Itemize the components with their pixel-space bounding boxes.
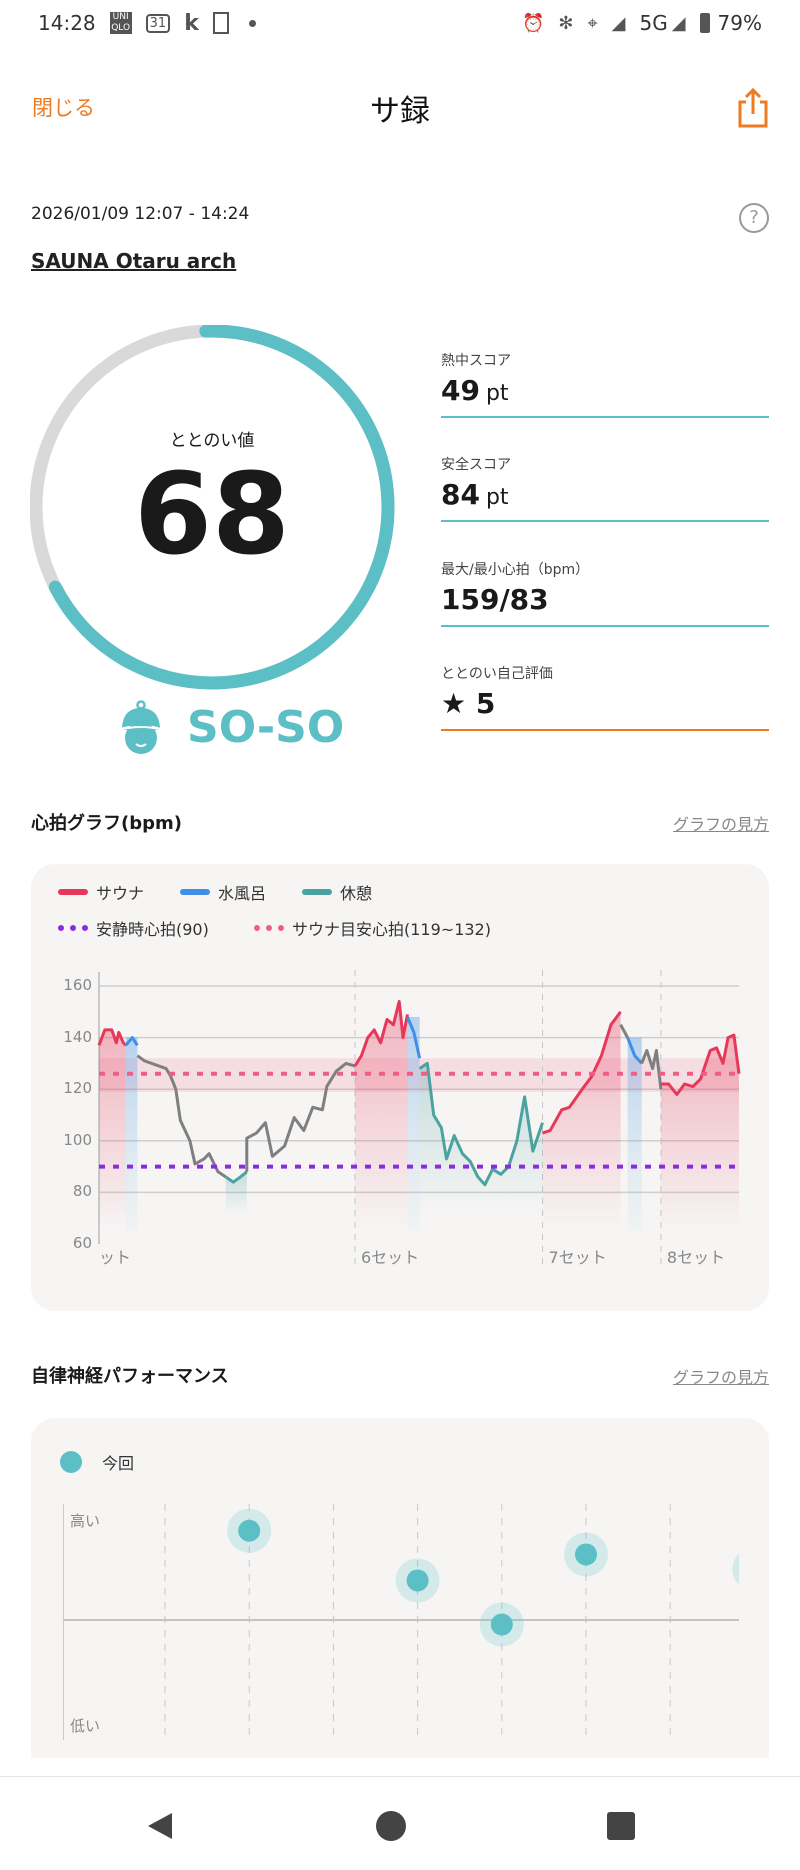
legend-swatch: [58, 925, 88, 931]
status-bar-right: ⏰ ✻ ⌖ ◢ 5G ◢ 79%: [522, 8, 762, 38]
autonomic-help-link[interactable]: グラフの見方: [672, 1368, 769, 1387]
battery-level: 79%: [717, 11, 762, 35]
stat-max-min-hr: 最大/最小心拍（bpm） 159/83: [441, 559, 769, 627]
home-icon[interactable]: [375, 1810, 407, 1842]
k-icon: k: [184, 10, 199, 36]
heart-graph-help-link[interactable]: グラフの見方: [672, 815, 769, 834]
legend-label: サウナ: [96, 884, 145, 903]
legend-label: 水風呂: [218, 884, 267, 903]
star-rating: ★ 5: [441, 687, 496, 720]
share-icon[interactable]: [736, 88, 770, 128]
back-icon[interactable]: [146, 1811, 174, 1841]
totonoi-value: 68: [134, 450, 290, 580]
set-label: ット: [99, 1248, 132, 1267]
legend-swatch: [180, 889, 210, 895]
stat-number: 159/83: [441, 583, 549, 616]
clock: 14:28: [38, 11, 96, 35]
stat-value: 159/83: [441, 583, 549, 616]
set-label: 8セット: [666, 1248, 726, 1267]
y-tick-label: 100: [63, 1130, 92, 1149]
stat-unit: pt: [485, 485, 509, 510]
legend-current: 今回: [60, 1450, 134, 1474]
totonoi-gauge: [30, 325, 395, 690]
stat-label: 安全スコア: [441, 457, 511, 473]
dot-icon: [248, 19, 256, 27]
network-type: 5G: [639, 11, 668, 35]
signal-icon: ◢: [671, 12, 686, 34]
y-tick-label: 160: [63, 976, 92, 994]
y-tick-label: 80: [72, 1182, 92, 1201]
legend-target-hr: サウナ目安心拍(119~132): [254, 916, 491, 940]
legend-dot: [60, 1451, 82, 1473]
close-button[interactable]: 閉じる: [32, 96, 95, 120]
stat-heat-score: 熱中スコア 49 pt: [441, 350, 769, 418]
page-title: サ録: [370, 94, 430, 129]
uniqlo-icon: UNI QLO: [109, 12, 132, 34]
heart-graph-title: 心拍グラフ(bpm): [31, 813, 182, 834]
autonomic-card: [31, 1418, 769, 1758]
train-icon: [212, 12, 229, 34]
set-label: 7セット: [548, 1248, 607, 1267]
calendar-icon: 31: [145, 13, 171, 33]
stat-unit: pt: [485, 381, 509, 406]
legend-swatch: [302, 889, 332, 895]
sauna-hat-face-icon: [118, 700, 164, 754]
signal-icon: ◢: [611, 12, 626, 34]
legend-label: サウナ目安心拍(119~132): [292, 920, 491, 939]
legend-label: 休憩: [340, 884, 373, 903]
stat-value: ★ 5: [441, 687, 495, 720]
stat-value: 49 pt: [441, 374, 509, 407]
totonoi-rating: SO-SO: [187, 702, 345, 753]
stat-self-rating[interactable]: ととのい自己評価 ★ 5: [441, 663, 769, 731]
y-tick-label: 60: [72, 1234, 92, 1252]
legend-sauna: サウナ: [58, 880, 144, 904]
autonomic-title: 自律神経パフォーマンス: [31, 1366, 229, 1387]
set-label: 6セット: [361, 1248, 420, 1267]
stat-safety-score: 安全スコア 84 pt: [441, 454, 769, 522]
y-label-low: 低い: [70, 1717, 101, 1735]
legend-rest: 休憩: [302, 880, 372, 904]
legend-label: 今回: [102, 1454, 135, 1473]
recents-icon[interactable]: [607, 1812, 635, 1840]
system-nav-bar: [0, 1776, 800, 1870]
battery-icon: [699, 13, 710, 33]
y-label-high: 高い: [70, 1512, 101, 1530]
y-tick-label: 140: [63, 1027, 92, 1046]
legend-resting-hr: 安静時心拍(90): [58, 916, 209, 940]
legend-swatch: [58, 889, 88, 895]
status-bar-left: 14:28 UNI QLO 31 k: [38, 8, 270, 38]
stat-label: 熱中スコア: [441, 353, 511, 369]
legend-swatch: [254, 925, 284, 931]
totonoi-label: ととのい値: [169, 431, 255, 451]
bluetooth-icon: ✻: [558, 12, 574, 34]
venue-link[interactable]: SAUNA Otaru arch: [31, 249, 237, 273]
help-icon[interactable]: ?: [739, 203, 769, 233]
gauge-progress: [30, 325, 395, 690]
legend-label: 安静時心拍(90): [96, 920, 209, 939]
session-datetime: 2026/01/09 12:07 - 14:24: [31, 204, 250, 224]
stat-label: ととのい自己評価: [441, 666, 553, 682]
y-tick-label: 120: [63, 1079, 92, 1098]
stat-value: 84 pt: [441, 478, 509, 511]
stat-number: 49: [441, 374, 480, 407]
stat-label: 最大/最小心拍（bpm）: [441, 562, 590, 578]
location-icon: ⌖: [587, 12, 598, 34]
alarm-icon: ⏰: [521, 12, 545, 34]
legend-cold: 水風呂: [180, 880, 266, 904]
stat-number: 84: [441, 478, 480, 511]
